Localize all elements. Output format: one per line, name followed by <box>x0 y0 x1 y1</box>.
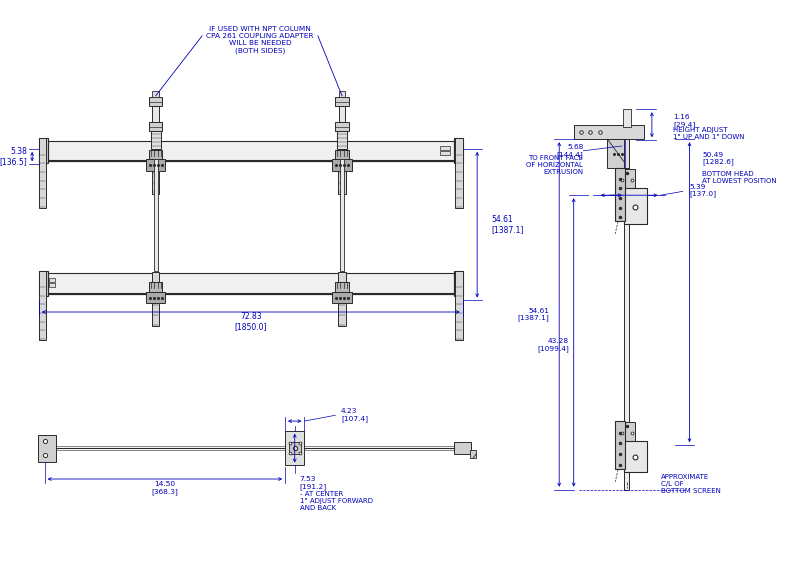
Text: TO FRONT FACE
OF HORIZONTAL
EXTRUSION: TO FRONT FACE OF HORIZONTAL EXTRUSION <box>526 155 583 175</box>
Text: 43.28
[1099.4]: 43.28 [1099.4] <box>537 338 569 352</box>
Bar <box>441 146 450 150</box>
Bar <box>337 131 347 149</box>
Bar <box>149 122 162 131</box>
Bar <box>149 150 162 159</box>
Bar <box>455 270 462 340</box>
Bar <box>624 168 630 490</box>
Bar <box>624 442 647 472</box>
Bar <box>441 151 450 155</box>
Bar <box>624 188 647 224</box>
Bar <box>146 159 166 171</box>
Bar <box>332 159 352 171</box>
Bar <box>149 97 162 106</box>
Bar <box>574 125 644 139</box>
Bar <box>338 140 346 194</box>
Text: - AT CENTER
1" ADJUST FORWARD
AND BACK: - AT CENTER 1" ADJUST FORWARD AND BACK <box>299 491 373 511</box>
Bar <box>335 97 349 106</box>
Bar <box>39 138 48 163</box>
Bar <box>338 273 346 327</box>
Bar <box>152 91 159 97</box>
Text: 5.38
[136.5]: 5.38 [136.5] <box>0 147 27 166</box>
Bar <box>470 450 476 458</box>
Bar <box>152 140 159 194</box>
Bar <box>615 421 625 469</box>
Bar <box>289 442 301 454</box>
Bar <box>39 138 46 208</box>
Text: 54.61
[1387.1]: 54.61 [1387.1] <box>518 308 550 321</box>
Bar <box>332 292 352 303</box>
Bar <box>340 159 344 270</box>
Bar <box>607 139 629 168</box>
Bar <box>48 273 454 292</box>
Bar <box>335 150 349 159</box>
Bar <box>335 122 349 131</box>
Bar <box>152 106 159 122</box>
Bar <box>338 91 346 97</box>
Bar <box>49 283 55 287</box>
Text: 5.68
[144.4]: 5.68 [144.4] <box>557 144 583 158</box>
Bar <box>146 292 166 303</box>
Bar <box>624 139 630 168</box>
Bar <box>154 159 158 270</box>
Text: 54.61
[1387.1]: 54.61 [1387.1] <box>492 215 524 234</box>
Bar <box>39 270 46 340</box>
Bar <box>615 168 625 221</box>
Text: 72.83
[1850.0]: 72.83 [1850.0] <box>234 312 267 331</box>
Bar <box>618 422 635 443</box>
Bar <box>48 141 454 160</box>
Bar <box>49 278 55 282</box>
Text: IF USED WITH NPT COLUMN
CPA 261 COUPLING ADAPTER
WILL BE NEEDED
(BOTH SIDES): IF USED WITH NPT COLUMN CPA 261 COUPLING… <box>206 26 314 54</box>
Bar <box>623 109 630 127</box>
Text: 50.49
[1282.6]: 50.49 [1282.6] <box>702 152 734 166</box>
Bar <box>338 106 346 122</box>
Text: APPROXIMATE
C/L OF
BOTTOM SCREEN: APPROXIMATE C/L OF BOTTOM SCREEN <box>661 474 721 494</box>
Text: 4.23
[107.4]: 4.23 [107.4] <box>341 409 368 422</box>
Bar <box>455 138 462 208</box>
Text: 14.50
[368.3]: 14.50 [368.3] <box>151 481 178 494</box>
Text: BOTTOM HEAD
AT LOWEST POSITION: BOTTOM HEAD AT LOWEST POSITION <box>702 171 777 184</box>
Bar <box>149 282 162 292</box>
Text: 5.39
[137.0]: 5.39 [137.0] <box>690 184 717 197</box>
Bar <box>152 273 159 327</box>
Bar <box>454 270 462 296</box>
Bar <box>285 431 304 465</box>
Bar <box>335 282 349 292</box>
Bar <box>38 435 56 461</box>
Bar <box>618 169 635 191</box>
Bar <box>151 131 161 149</box>
Text: HEIGHT ADJUST
1" UP AND 1" DOWN: HEIGHT ADJUST 1" UP AND 1" DOWN <box>673 127 745 140</box>
Bar <box>454 138 462 163</box>
Text: 1.16
[29.4]: 1.16 [29.4] <box>673 114 695 128</box>
Bar <box>39 270 48 296</box>
Bar <box>454 442 471 454</box>
Text: 7.53
[191.2]: 7.53 [191.2] <box>299 476 326 490</box>
